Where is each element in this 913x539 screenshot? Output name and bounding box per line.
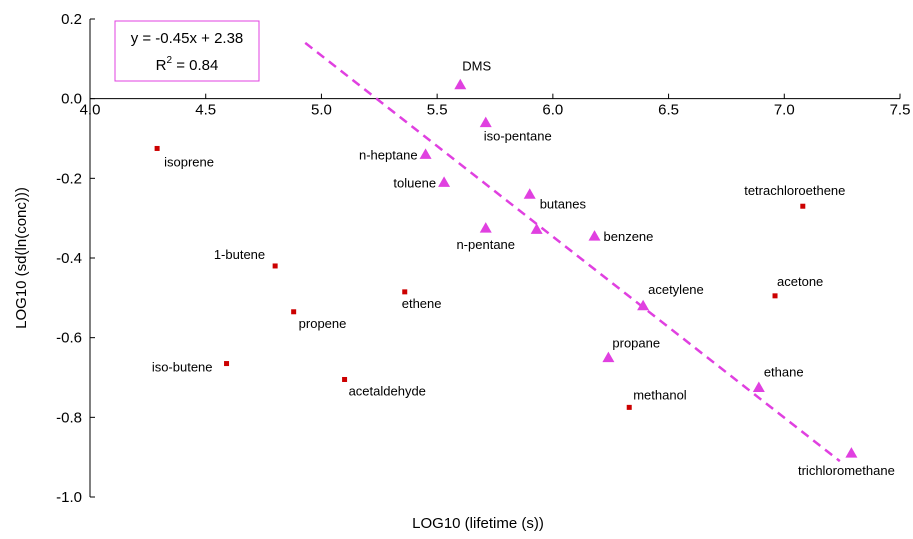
r-squared-text: R2 = 0.84 xyxy=(156,55,219,74)
x-tick-label: 6.5 xyxy=(658,102,679,119)
data-point-square xyxy=(402,289,408,295)
point-label: n-pentane xyxy=(456,237,515,252)
point-label: propene xyxy=(299,316,347,331)
y-tick-label: -0.2 xyxy=(56,170,82,187)
equation-text: y = -0.45x + 2.38 xyxy=(131,30,244,47)
data-point-square xyxy=(154,145,160,151)
y-tick-label: -0.4 xyxy=(56,250,82,267)
data-points-layer: DMS iso-pentane n-heptane toluene butanes n-p… xyxy=(152,59,895,478)
data-point-triangle xyxy=(845,447,858,458)
y-tick-label: 0.2 xyxy=(61,11,82,28)
x-tick-label: 7.5 xyxy=(890,102,911,119)
point-label: acetone xyxy=(777,274,823,289)
point-label: acetylene xyxy=(648,282,704,297)
data-point-triangle xyxy=(438,176,451,187)
point-label: trichloromethane xyxy=(798,463,895,478)
point-label: 1-butene xyxy=(214,247,265,262)
x-axis-title: LOG10 (lifetime (s)) xyxy=(412,515,544,532)
data-point-triangle xyxy=(454,78,467,90)
x-tick-label: 6.0 xyxy=(542,102,563,119)
point-label: ethene xyxy=(402,296,442,311)
data-point-triangle xyxy=(530,223,543,234)
data-point-triangle xyxy=(479,222,492,233)
data-point-square xyxy=(272,263,278,269)
trend-line-layer xyxy=(304,41,841,463)
y-tick-label: -1.0 xyxy=(56,489,82,506)
point-label: butanes xyxy=(540,196,587,211)
data-point-square xyxy=(800,203,806,209)
data-point-triangle xyxy=(637,299,650,311)
x-tick-label: 5.5 xyxy=(427,102,448,119)
point-label: iso-pentane xyxy=(484,129,552,144)
data-point-square xyxy=(342,376,348,382)
point-label: propane xyxy=(612,336,660,351)
y-tick-label: -0.8 xyxy=(56,409,82,426)
y-axis-title: LOG10 (sd(ln(conc))) xyxy=(13,187,30,329)
x-tick-label: 4.0 xyxy=(80,102,101,119)
x-tick-label: 4.5 xyxy=(195,102,216,119)
data-point-square xyxy=(772,293,778,299)
point-label: iso-butene xyxy=(152,360,213,375)
data-point-square xyxy=(626,404,632,410)
data-point-square xyxy=(291,309,297,315)
point-label: isoprene xyxy=(164,154,214,169)
y-tick-label: -0.6 xyxy=(56,330,82,347)
data-point-triangle xyxy=(752,381,765,392)
point-label: n-heptane xyxy=(359,147,418,162)
point-label: DMS xyxy=(462,59,491,74)
x-tick-label: 7.0 xyxy=(774,102,795,119)
equation-box: y = -0.45x + 2.38 R2 = 0.84 xyxy=(114,20,260,82)
data-point-triangle xyxy=(523,188,536,199)
point-label: benzene xyxy=(604,229,654,244)
x-tick-label: 5.0 xyxy=(311,102,332,119)
data-point-triangle xyxy=(602,351,615,363)
y-tick-label: 0.0 xyxy=(61,91,82,108)
point-label: toluene xyxy=(393,175,436,190)
point-label: tetrachloroethene xyxy=(744,183,845,198)
point-label: ethane xyxy=(764,364,804,379)
point-label: methanol xyxy=(633,387,687,402)
data-point-triangle xyxy=(479,116,492,128)
point-label: acetaldehyde xyxy=(349,383,426,398)
axes: 4.0 4.5 5.0 5.5 6.0 6.5 7.0 7.5 0.2 0.0 -0.2 -0.4 -0… xyxy=(56,11,910,506)
data-point-square xyxy=(224,361,230,367)
trend-line xyxy=(304,41,841,463)
data-point-triangle xyxy=(588,230,601,241)
data-point-triangle xyxy=(419,148,432,159)
